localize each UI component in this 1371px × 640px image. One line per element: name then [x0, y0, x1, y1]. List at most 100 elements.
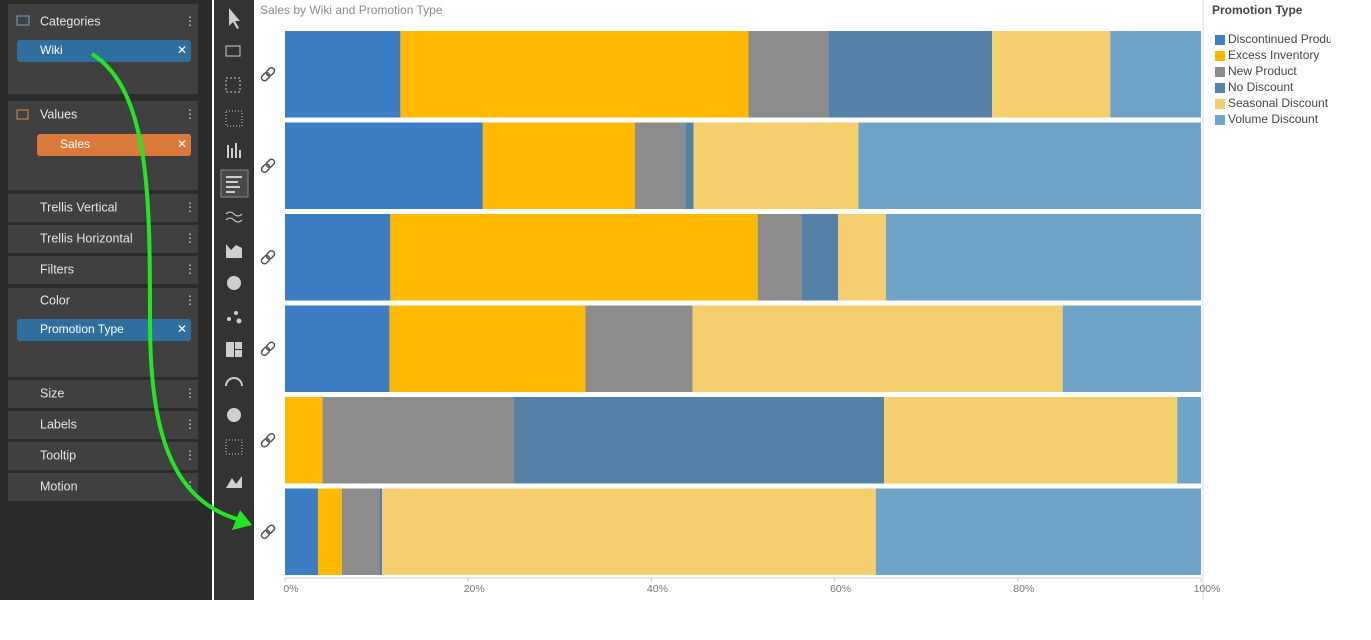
bar-segment [285, 488, 318, 575]
link-part [260, 346, 271, 357]
filters[interactable]: Filters ⋮ [8, 256, 198, 284]
legend-swatch [1215, 35, 1225, 45]
bar-segment [992, 31, 1111, 118]
legend-swatch [1215, 99, 1225, 109]
x-tick-label: 0% [283, 583, 298, 595]
bar-segment [875, 488, 1201, 575]
bar-segment [285, 214, 391, 301]
x-tick-label: 100% [1194, 583, 1221, 595]
values-box: Values ⋮ Sales ✕ [8, 101, 198, 190]
bar-segment [885, 214, 1201, 301]
x-tick-label: 80% [1013, 583, 1034, 595]
x-tick-label: 60% [830, 583, 851, 595]
menu[interactable]: ⋮ [184, 107, 196, 121]
trellis-horizontal[interactable]: Trellis Horizontal ⋮ [8, 225, 198, 253]
bar-segment [585, 305, 693, 392]
bar-segment [884, 397, 1178, 484]
legend-label: Excess Inventory [1228, 48, 1319, 62]
link-icon[interactable] [260, 432, 276, 448]
legend-label: Volume Discount [1228, 112, 1319, 126]
link-icon[interactable] [260, 341, 276, 357]
bar-segment [748, 31, 829, 118]
chart-title: Sales by Wiki and Promotion Type [260, 3, 443, 17]
bar-segment [285, 397, 323, 484]
legend: Discontinued Product Excess Inventory New … [1215, 32, 1343, 126]
remove[interactable]: ✕ [177, 322, 187, 336]
svg-text:⋮: ⋮ [184, 417, 196, 431]
link-icon[interactable] [260, 524, 276, 540]
legend-swatch [1215, 51, 1225, 61]
motion[interactable]: Motion ⋮ [8, 473, 198, 501]
bar-segment [858, 122, 1201, 209]
trellis-vertical[interactable]: Trellis Vertical ⋮ [8, 194, 198, 222]
size[interactable]: Size ⋮ [8, 380, 198, 408]
section-label: Labels [40, 417, 77, 431]
bar-segment [317, 488, 342, 575]
menu[interactable]: ⋮ [184, 14, 196, 28]
tooltip[interactable]: Tooltip ⋮ [8, 442, 198, 470]
field-label: Wiki [40, 43, 63, 57]
section-label: Trellis Horizontal [40, 231, 133, 245]
arrow-head [232, 510, 252, 530]
svg-text:⋮: ⋮ [184, 386, 196, 400]
legend-label: Seasonal Discount [1228, 96, 1329, 110]
link-part [265, 66, 276, 77]
remove[interactable]: ✕ [177, 137, 187, 151]
bar-segment [285, 31, 401, 118]
section-label: Size [40, 386, 64, 400]
labels[interactable]: Labels ⋮ [8, 411, 198, 439]
section-label: Motion [40, 479, 78, 493]
drag-arrow [90, 52, 241, 522]
link-part [260, 437, 271, 448]
x-tick-label: 20% [464, 583, 485, 595]
bar-segment [341, 488, 380, 575]
bar-segment [693, 122, 859, 209]
link-part [265, 432, 276, 443]
legend-swatch [1215, 83, 1225, 93]
link-icon[interactable] [260, 66, 276, 82]
field-pill[interactable] [17, 319, 191, 341]
bar-segment [1177, 397, 1201, 484]
svg-text:⋮: ⋮ [184, 231, 196, 245]
remove[interactable]: ✕ [177, 43, 187, 57]
field-pill[interactable] [37, 134, 191, 156]
bar-segment [801, 214, 839, 301]
section-label: Trellis Vertical [40, 200, 117, 214]
legend-label: Discontinued Product [1228, 32, 1343, 46]
bar-segment [514, 397, 885, 484]
categories-box: Categories ⋮ Wiki ✕ [8, 4, 198, 94]
bar-segment [389, 305, 586, 392]
legend-label: No Discount [1228, 80, 1294, 94]
section-label: Categories [40, 14, 100, 28]
bar-segment [692, 305, 1063, 392]
field-pill[interactable] [17, 40, 191, 62]
bar-segment [382, 488, 876, 575]
section-label: Values [40, 107, 77, 121]
bar-segment [390, 214, 758, 301]
toolbar-icons[interactable] [220, 8, 249, 488]
bar-segment [757, 214, 802, 301]
link-part [260, 529, 271, 540]
legend-label: New Product [1228, 64, 1297, 78]
link-part [265, 524, 276, 535]
bar-segment [634, 122, 686, 209]
bar-segment [1110, 31, 1201, 118]
legend-swatch [1215, 67, 1225, 77]
bar-segment [685, 122, 694, 209]
legend-title: Promotion Type [1212, 3, 1303, 17]
legend-swatch [1215, 115, 1225, 125]
menu[interactable]: ⋮ [184, 293, 196, 307]
x-tick-label: 40% [647, 583, 668, 595]
section-label: Filters [40, 262, 74, 276]
field-label: Promotion Type [40, 322, 124, 336]
bar-segment [482, 122, 635, 209]
bar-segment [828, 31, 993, 118]
screen: Categories ⋮ Wiki ✕ Values ⋮ Sales ✕ Tre… [0, 0, 1343, 600]
link-part [260, 163, 271, 174]
svg-text:⋮: ⋮ [184, 200, 196, 214]
bar-segment [285, 305, 390, 392]
section-label: Color [40, 293, 70, 307]
bar-segment [400, 31, 749, 118]
bar-segment [838, 214, 886, 301]
bar-segment [379, 488, 383, 575]
